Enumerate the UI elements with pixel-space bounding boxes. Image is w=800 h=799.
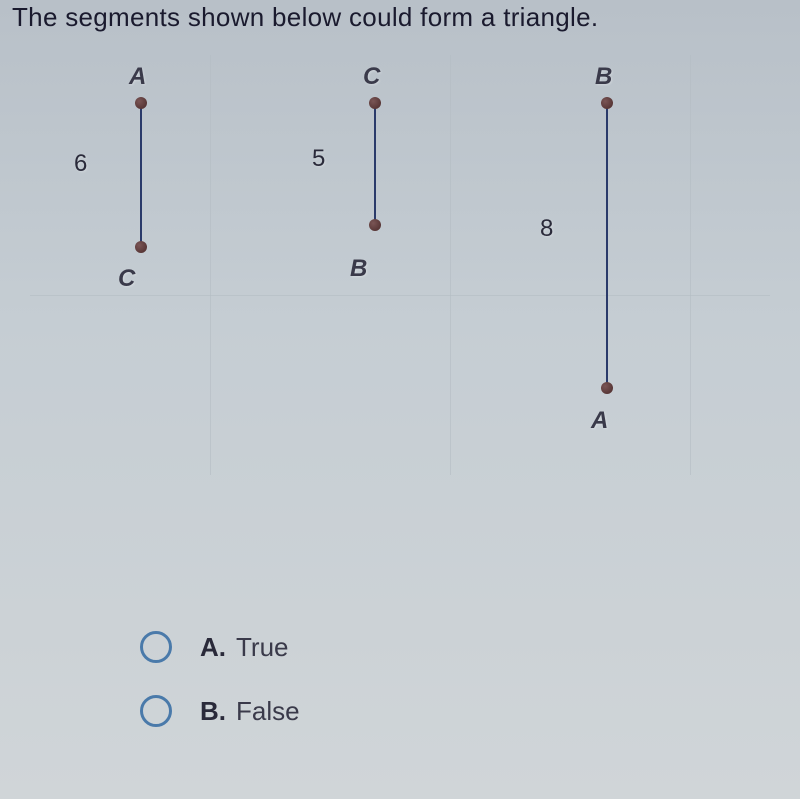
- question-text: The segments shown below could form a tr…: [0, 0, 800, 35]
- segment-line: [374, 103, 376, 225]
- answer-options: A. True B. False: [140, 631, 300, 759]
- length-label: 8: [540, 215, 553, 243]
- endpoint-top: [369, 97, 381, 109]
- point-label-top: A: [129, 63, 146, 91]
- grid-line-vertical: [210, 55, 211, 475]
- length-label: 5: [312, 145, 325, 173]
- endpoint-top: [135, 97, 147, 109]
- point-label-bottom: C: [118, 265, 135, 293]
- point-label-bottom: A: [591, 407, 608, 435]
- grid-line-vertical: [690, 55, 691, 475]
- endpoint-bottom: [601, 382, 613, 394]
- point-label-top: C: [363, 63, 380, 91]
- grid-line-vertical: [450, 55, 451, 475]
- answer-text: True: [236, 632, 289, 663]
- segment-line: [140, 103, 142, 247]
- radio-button[interactable]: [140, 695, 172, 727]
- length-label: 6: [74, 150, 87, 178]
- point-label-bottom: B: [350, 255, 367, 283]
- answer-text: False: [236, 696, 300, 727]
- segment-line: [606, 103, 608, 388]
- endpoint-bottom: [369, 219, 381, 231]
- radio-button[interactable]: [140, 631, 172, 663]
- endpoint-top: [601, 97, 613, 109]
- answer-letter: B.: [200, 696, 226, 727]
- answer-option-false[interactable]: B. False: [140, 695, 300, 727]
- diagram-area: A C 6 C B 5 B A 8: [30, 55, 770, 475]
- answer-option-true[interactable]: A. True: [140, 631, 300, 663]
- grid-line-horizontal: [30, 295, 770, 296]
- point-label-top: B: [595, 63, 612, 91]
- endpoint-bottom: [135, 241, 147, 253]
- answer-letter: A.: [200, 632, 226, 663]
